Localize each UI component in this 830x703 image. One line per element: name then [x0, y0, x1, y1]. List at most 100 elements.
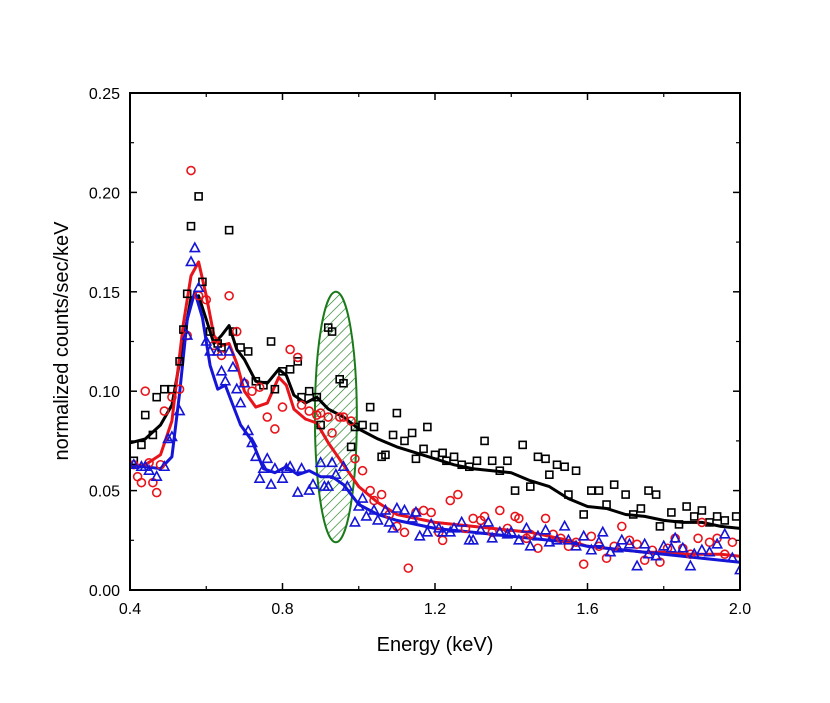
triangle-data-point: [360, 509, 373, 521]
triangle-data-point: [143, 464, 156, 476]
triangle-data-point: [505, 525, 518, 537]
square-data-point: [423, 422, 432, 432]
circle-data-point: [693, 533, 703, 544]
circle-data-point: [727, 537, 738, 548]
square-data-point: [636, 504, 646, 513]
triangle-data-point: [181, 328, 194, 340]
triangle-data-point: [307, 477, 319, 489]
x-tick-label: 1.6: [576, 601, 598, 618]
x-tick-label: 0.8: [271, 601, 293, 618]
triangle-data-point: [390, 501, 403, 513]
triangle-data-point: [467, 533, 480, 545]
triangle-data-point: [387, 521, 400, 533]
circle-data-point: [624, 535, 635, 546]
circle-data-point: [159, 406, 170, 416]
square-data-point: [552, 460, 562, 470]
triangle-data-point: [539, 523, 552, 535]
circle-data-point: [231, 326, 242, 337]
square-data-point: [293, 357, 303, 366]
triangle-data-point: [562, 533, 575, 545]
circle-data-point: [327, 428, 337, 438]
triangle-data-point: [185, 255, 197, 267]
circle-data-point: [346, 416, 356, 426]
y-tick-label: 0.20: [89, 185, 120, 202]
square-data-point: [312, 392, 322, 402]
square-data-point: [587, 486, 596, 495]
circle-data-point: [357, 465, 368, 476]
triangle-series-fit-line: [130, 290, 740, 564]
square-data-point: [579, 510, 588, 519]
triangle-data-point: [200, 334, 213, 346]
square-data-point: [480, 436, 489, 446]
circle-data-point: [247, 386, 257, 397]
triangle-data-point: [165, 430, 178, 442]
triangle-data-point: [421, 525, 434, 537]
circle-data-point: [632, 539, 642, 550]
triangle-data-point: [432, 521, 445, 533]
triangle-data-point: [520, 521, 533, 533]
square-data-point: [175, 357, 184, 366]
circle-data-point: [350, 453, 360, 464]
square-data-point: [152, 392, 161, 402]
triangle-data-point: [676, 541, 689, 553]
triangle-data-point: [406, 511, 419, 523]
triangle-data-point: [551, 533, 563, 545]
square-data-point: [365, 402, 375, 412]
square-data-point: [503, 456, 512, 466]
triangle-data-point: [585, 543, 598, 555]
triangle-data-point: [261, 452, 274, 464]
circle-data-point: [365, 485, 375, 496]
triangle-data-point: [695, 543, 708, 555]
square-data-point: [526, 482, 535, 491]
triangle-data-point: [238, 376, 251, 388]
circle-data-point: [296, 400, 307, 410]
triangle-data-point: [425, 517, 438, 529]
square-data-point: [609, 480, 619, 489]
triangle-data-point: [226, 360, 239, 372]
triangle-data-point: [493, 525, 506, 537]
triangle-data-point: [348, 515, 361, 527]
triangle-data-point: [398, 503, 411, 515]
triangle-data-point: [295, 462, 308, 474]
square-data-point: [346, 442, 356, 452]
square-data-point: [533, 452, 543, 462]
triangle-data-point: [280, 462, 293, 474]
square-data-point: [449, 452, 459, 462]
square-data-point: [465, 462, 474, 472]
circle-data-point: [323, 412, 334, 422]
triangle-data-point: [482, 515, 495, 527]
circle-data-point: [719, 549, 730, 560]
triangle-data-point: [638, 537, 651, 549]
triangle-data-point: [284, 460, 297, 472]
square-data-point: [560, 462, 569, 472]
square-data-point: [571, 466, 581, 476]
square-data-point: [731, 512, 740, 521]
square-data-point: [411, 454, 421, 464]
square-data-point: [304, 386, 314, 396]
square-data-point: [140, 410, 150, 420]
square-data-point: [392, 408, 402, 418]
triangle-data-point: [657, 539, 670, 551]
circle-data-point: [697, 517, 707, 528]
square-data-point: [388, 430, 398, 440]
triangle-data-point: [219, 374, 232, 386]
triangle-data-point: [356, 491, 369, 503]
triangle-data-point: [192, 281, 205, 293]
triangle-data-point: [718, 527, 731, 539]
square-data-point: [518, 440, 527, 450]
triangle-data-point: [257, 462, 270, 474]
circle-data-point: [270, 424, 280, 434]
circle-data-point: [277, 402, 288, 412]
circle-data-point: [315, 408, 326, 418]
triangle-data-point: [703, 545, 716, 557]
circle-data-point: [586, 531, 597, 542]
triangle-data-point: [501, 527, 514, 539]
y-tick-label: 0.15: [89, 285, 120, 302]
triangle-data-point: [711, 537, 724, 549]
circle-data-point: [617, 521, 627, 532]
triangle-data-point: [371, 513, 384, 525]
square-data-point: [655, 522, 665, 531]
triangle-data-point: [631, 559, 644, 571]
triangle-data-point: [577, 529, 590, 541]
